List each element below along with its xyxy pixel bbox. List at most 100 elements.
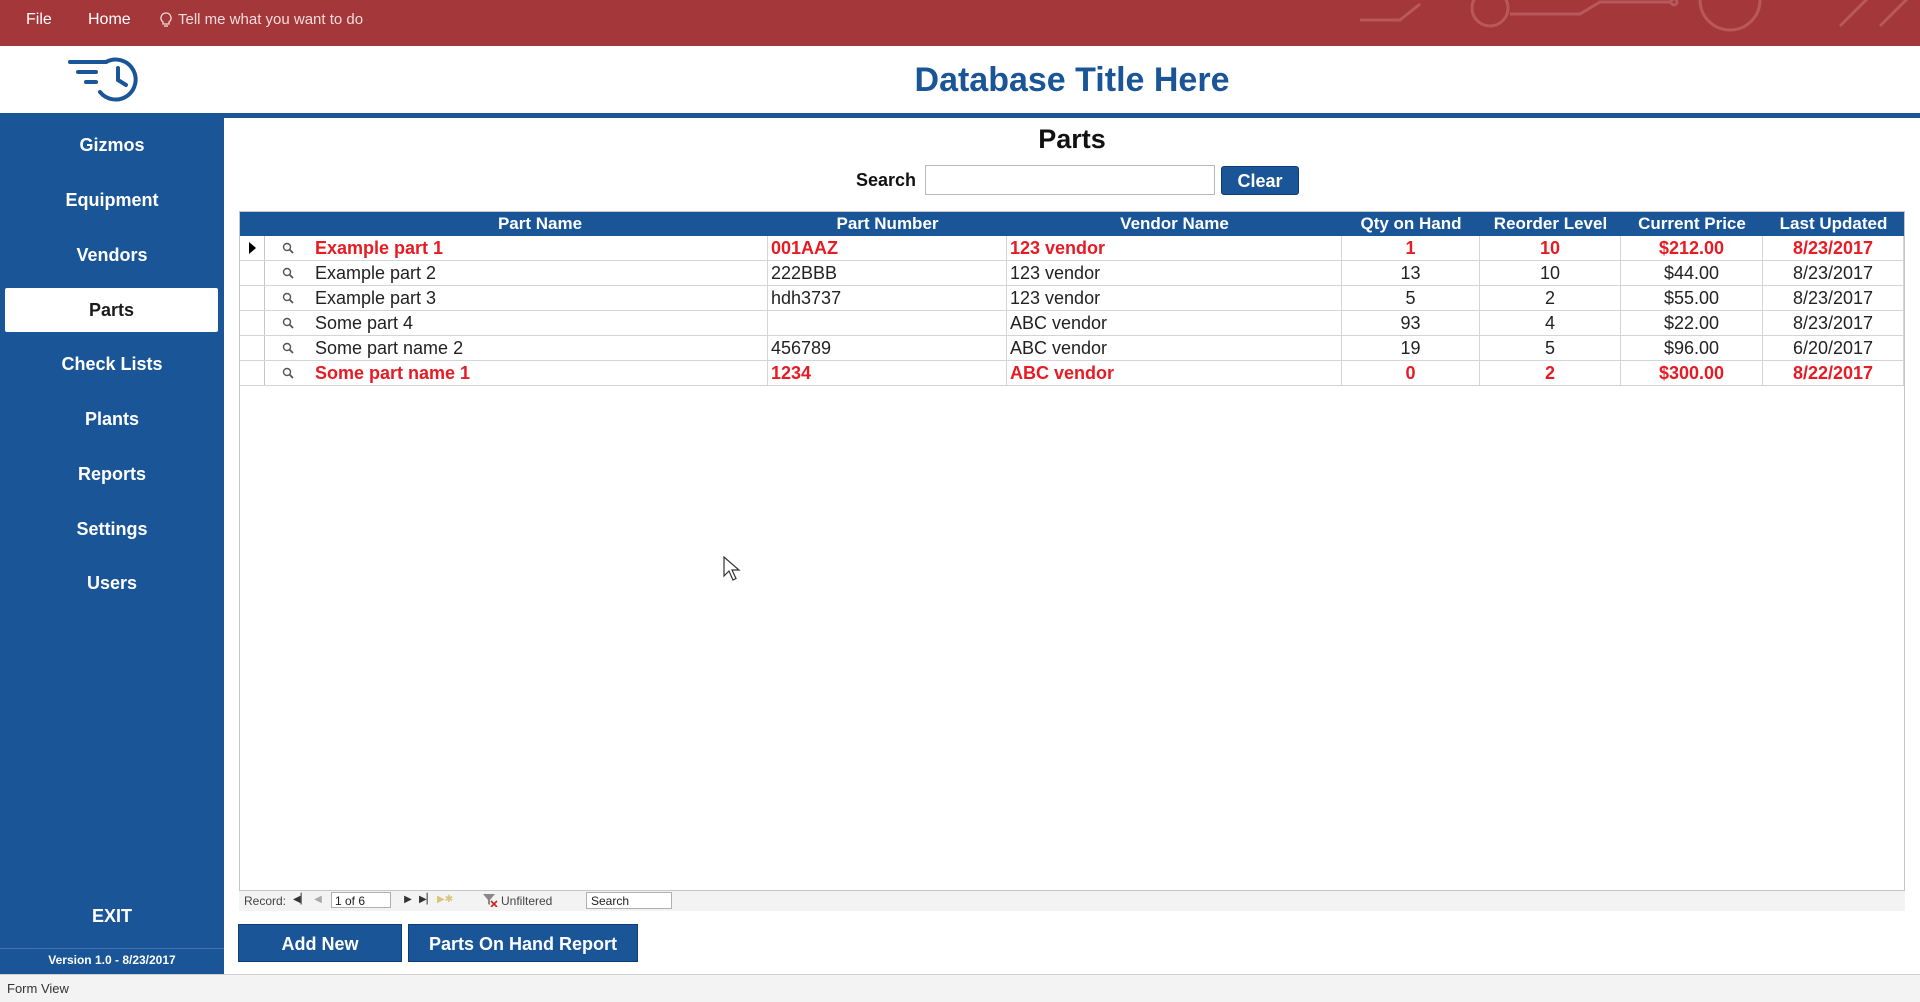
reorder-level-cell[interactable]: 5 [1480, 336, 1621, 360]
reorder-level-cell[interactable]: 2 [1480, 361, 1621, 385]
view-mode-label: Form View [7, 981, 69, 996]
last-updated-cell[interactable]: 8/22/2017 [1763, 361, 1904, 385]
last-updated-cell[interactable]: 8/23/2017 [1763, 261, 1904, 285]
sidebar-item-parts[interactable]: Parts [5, 288, 218, 332]
previous-record-icon[interactable]: ◀ [314, 894, 322, 905]
part-number-cell[interactable]: 456789 [768, 336, 1007, 360]
magnifier-icon [282, 267, 294, 279]
open-record-button[interactable] [266, 236, 312, 260]
vendor-name-cell[interactable]: ABC vendor [1007, 311, 1342, 335]
search-label: Search [856, 170, 917, 190]
part-name-cell[interactable]: Some part 4 [312, 311, 768, 335]
fast-clock-icon [68, 57, 138, 102]
part-number-cell[interactable]: 1234 [768, 361, 1007, 385]
record-search-box[interactable]: Search [586, 892, 672, 909]
vendor-name-cell[interactable]: 123 vendor [1007, 236, 1342, 260]
exit-button[interactable]: EXIT [91, 906, 132, 926]
last-updated-cell[interactable]: 8/23/2017 [1763, 236, 1904, 260]
current-record-field[interactable]: 1 of 6 [331, 892, 391, 908]
current-price-cell[interactable]: $212.00 [1621, 236, 1763, 260]
part-number-cell[interactable] [768, 311, 1007, 335]
sidebar-item-check-lists[interactable]: Check Lists [61, 354, 163, 374]
open-record-button[interactable] [266, 261, 312, 285]
current-price-cell[interactable]: $22.00 [1621, 311, 1763, 335]
add-new-button[interactable]: Add New [238, 924, 402, 962]
sidebar-item-plants[interactable]: Plants [84, 409, 140, 429]
column-header-current-price[interactable]: Current Price [1638, 214, 1746, 233]
table-row[interactable]: Example part 1 001AAZ 123 vendor 1 10 $212.00… [240, 236, 1904, 261]
column-header-vendor-name[interactable]: Vendor Name [1120, 214, 1229, 233]
column-header-last-updated[interactable]: Last Updated [1779, 214, 1888, 233]
part-name-cell[interactable]: Some part name 1 [312, 361, 768, 385]
vendor-name-cell[interactable]: 123 vendor [1007, 261, 1342, 285]
magnifier-icon [282, 292, 294, 304]
column-header-qty-on-hand[interactable]: Qty on Hand [1360, 214, 1462, 233]
filter-toggle[interactable]: Unfiltered [482, 893, 552, 909]
part-name-cell[interactable]: Some part name 2 [312, 336, 768, 360]
current-price-cell[interactable]: $55.00 [1621, 286, 1763, 310]
qty-on-hand-cell[interactable]: 13 [1342, 261, 1480, 285]
record-selector[interactable] [240, 261, 265, 285]
qty-on-hand-cell[interactable]: 93 [1342, 311, 1480, 335]
current-price-cell[interactable]: $300.00 [1621, 361, 1763, 385]
part-number-cell[interactable]: 222BBB [768, 261, 1007, 285]
vendor-name-cell[interactable]: 123 vendor [1007, 286, 1342, 310]
vendor-name-cell[interactable]: ABC vendor [1007, 336, 1342, 360]
table-row[interactable]: Some part name 2 456789 ABC vendor 19 5 $96.0… [240, 336, 1904, 361]
table-row[interactable]: Example part 3 hdh3737 123 vendor 5 2 $55.00 8… [240, 286, 1904, 311]
last-updated-cell[interactable]: 6/20/2017 [1763, 336, 1904, 360]
parts-datasheet: Part Name Part Number Vendor Name Qty on… [239, 211, 1905, 911]
sidebar-item-reports[interactable]: Reports [77, 464, 146, 484]
record-selector[interactable] [240, 311, 265, 335]
sidebar-item-settings[interactable]: Settings [76, 519, 148, 539]
reorder-level-cell[interactable]: 2 [1480, 286, 1621, 310]
table-row[interactable]: Some part 4 ABC vendor 93 4 $22.00 8/23/2017 [240, 311, 1904, 336]
open-record-button[interactable] [266, 336, 312, 360]
tell-me-box[interactable]: Tell me what you want to do [160, 0, 363, 46]
record-selector[interactable] [240, 361, 265, 385]
qty-on-hand-cell[interactable]: 1 [1342, 236, 1480, 260]
open-record-button[interactable] [266, 361, 312, 385]
open-record-button[interactable] [266, 286, 312, 310]
record-selector[interactable] [240, 336, 265, 360]
table-row[interactable]: Example part 2 222BBB 123 vendor 13 10 $44.00… [240, 261, 1904, 286]
version-label: Version 1.0 - 8/23/2017 [48, 953, 176, 967]
reorder-level-cell[interactable]: 10 [1480, 261, 1621, 285]
new-record-icon[interactable]: ▶✱ [437, 894, 454, 905]
sidebar-item-users[interactable]: Users [86, 573, 138, 593]
current-price-cell[interactable]: $44.00 [1621, 261, 1763, 285]
parts-form: Parts Search Clear Part Name Part Number… [224, 118, 1920, 974]
sidebar-item-equipment[interactable]: Equipment [65, 190, 159, 210]
first-record-icon[interactable]: ◀▏ [293, 894, 309, 905]
part-number-cell[interactable]: 001AAZ [768, 236, 1007, 260]
vendor-name-cell[interactable]: ABC vendor [1007, 361, 1342, 385]
tab-home[interactable]: Home [88, 11, 131, 28]
qty-on-hand-cell[interactable]: 5 [1342, 286, 1480, 310]
open-record-button[interactable] [266, 311, 312, 335]
column-header-reorder-level[interactable]: Reorder Level [1493, 214, 1608, 233]
qty-on-hand-cell[interactable]: 19 [1342, 336, 1480, 360]
tab-file[interactable]: File [26, 11, 52, 28]
reorder-level-cell[interactable]: 4 [1480, 311, 1621, 335]
part-name-cell[interactable]: Example part 2 [312, 261, 768, 285]
reorder-level-cell[interactable]: 10 [1480, 236, 1621, 260]
part-number-cell[interactable]: hdh3737 [768, 286, 1007, 310]
column-header-part-name[interactable]: Part Name [497, 214, 583, 233]
parts-on-hand-report-button[interactable]: Parts On Hand Report [408, 924, 638, 962]
sidebar-item-gizmos[interactable]: Gizmos [79, 135, 145, 155]
part-name-cell[interactable]: Example part 3 [312, 286, 768, 310]
record-selector[interactable] [240, 236, 265, 260]
record-selector[interactable] [240, 286, 265, 310]
search-input[interactable] [925, 165, 1215, 195]
next-record-icon[interactable]: ▶ [404, 894, 412, 905]
column-header-part-number[interactable]: Part Number [836, 214, 939, 233]
current-price-cell[interactable]: $96.00 [1621, 336, 1763, 360]
clear-button[interactable]: Clear [1221, 166, 1299, 195]
qty-on-hand-cell[interactable]: 0 [1342, 361, 1480, 385]
table-row[interactable]: Some part name 1 1234 ABC vendor 0 2 $300.00 8… [240, 361, 1904, 386]
sidebar-item-vendors[interactable]: Vendors [76, 245, 148, 265]
part-name-cell[interactable]: Example part 1 [312, 236, 768, 260]
last-record-icon[interactable]: ▶▏ [419, 894, 435, 905]
last-updated-cell[interactable]: 8/23/2017 [1763, 286, 1904, 310]
last-updated-cell[interactable]: 8/23/2017 [1763, 311, 1904, 335]
